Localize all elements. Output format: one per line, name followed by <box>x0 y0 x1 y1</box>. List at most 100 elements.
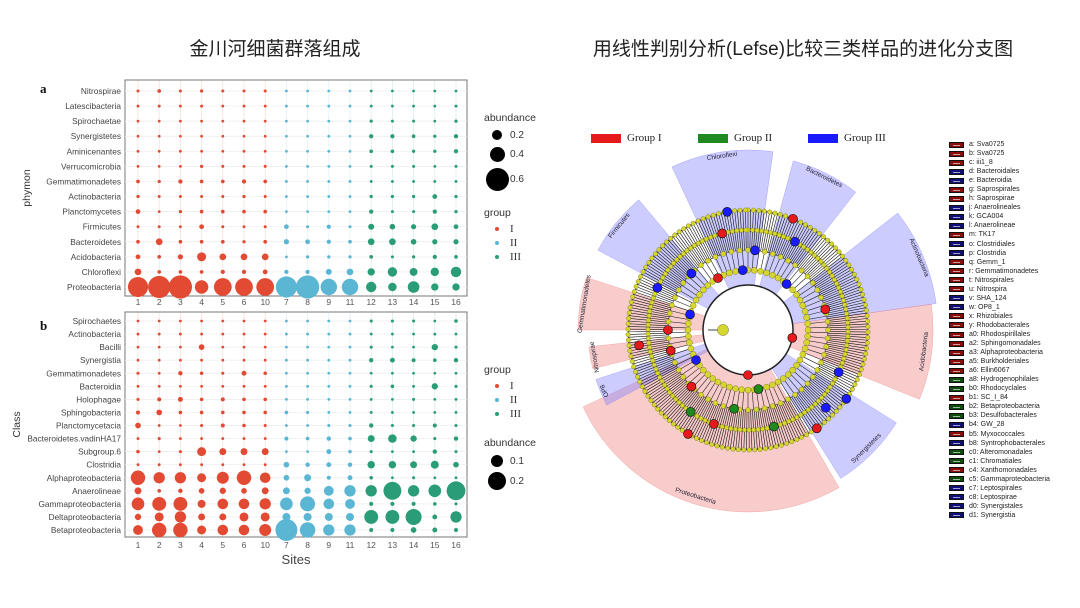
taxon-node <box>647 344 652 350</box>
legend-label: o: Clostridiales <box>969 240 1015 248</box>
bubble-Gemmatimonadetes-site-7 <box>285 371 288 375</box>
taxon-node <box>635 374 640 380</box>
right-title: 用线性判别分析(Lefse)比较三类样品的进化分支图 <box>592 39 1014 60</box>
legend-group: I <box>510 380 514 392</box>
bubble-Bacteroidetes-site-6 <box>242 240 246 244</box>
branch <box>772 256 781 276</box>
bubble-Gemmatimonadetes-site-9 <box>327 371 331 375</box>
bubble-Gammaproteobacteria-site-5 <box>217 498 229 510</box>
taxon-node <box>862 356 867 362</box>
bubble-Deltaproteobacteria-site-13 <box>385 510 400 524</box>
bubble-Gemmatimonadetes-site-14 <box>412 180 415 183</box>
branch <box>684 280 701 294</box>
legend-item: b1: SC_I_84 <box>949 393 1050 402</box>
bubble-Latescibacteria-site-8 <box>306 104 309 108</box>
bubble-Planctomycetacia-site-14 <box>412 423 416 428</box>
bubble-Holophagae-site-8 <box>306 397 309 401</box>
bubble-Spirochaetae-site-2 <box>157 119 161 123</box>
legend-item: w: OP8_1 <box>949 303 1050 312</box>
bubble-Spirochaetae-site-5 <box>221 119 225 123</box>
bubble-Chloroflexi-site-4 <box>199 270 204 274</box>
bubble-Verrucomicrobia-site-13 <box>390 164 394 168</box>
taxon-node <box>763 269 770 277</box>
branch <box>742 389 745 410</box>
bubble-Bacteroidetes.vadinHA17-site-1 <box>136 437 140 440</box>
biomarker-node <box>753 384 764 394</box>
taxon-node <box>645 335 651 341</box>
legend-label: a6: Ellin6067 <box>969 367 1010 375</box>
taxon-node <box>864 313 870 319</box>
legend-swatch <box>949 412 964 419</box>
bubble-Verrucomicrobia-site-9 <box>327 164 331 168</box>
bubble-Betaproteobacteria-site-3 <box>173 522 188 538</box>
biomarker-node <box>634 340 644 351</box>
y-tick-label: Spirochaetes <box>73 316 121 326</box>
legend-label: b1: SC_I_84 <box>969 394 1008 402</box>
branch <box>684 366 701 380</box>
bubble-Gemmatimonadetes-site-3 <box>178 371 183 376</box>
taxon-node <box>649 300 655 305</box>
y-tick-label: Anaerolineae <box>72 486 121 496</box>
legend-label: b2: Betaproteobacteria <box>969 403 1040 411</box>
bubble-Sphingobacteria-site-1 <box>136 410 140 415</box>
branch <box>678 289 697 301</box>
taxon-node <box>626 315 631 321</box>
bubble-Bacteroidia-site-8 <box>306 384 309 388</box>
taxon-node <box>842 351 848 357</box>
taxon-node <box>836 249 842 255</box>
legend-swatch <box>949 385 964 392</box>
taxon-node <box>695 218 701 224</box>
bubble-Betaproteobacteria-site-8 <box>299 522 316 538</box>
bubble-Betaproteobacteria-site-2 <box>151 522 167 538</box>
bubble-Spirochaetes-site-11 <box>348 319 352 323</box>
legend-item: c0: Alteromonadales <box>949 448 1050 457</box>
bubble-Actinobacteria-site-10 <box>263 332 267 336</box>
taxon-node <box>809 404 815 410</box>
taxon-node <box>803 314 810 321</box>
legend-item: b4: GW_28 <box>949 420 1050 429</box>
branch <box>688 276 704 291</box>
taxon-node <box>704 371 712 378</box>
legend-item: a2: Sphingomonadales <box>949 339 1050 348</box>
taxon-node <box>745 247 751 253</box>
taxon-node <box>818 294 824 301</box>
bubble-Verrucomicrobia-site-10 <box>263 164 267 168</box>
bubble-Spirochaetae-site-4 <box>200 119 204 123</box>
bubble-Acidobacteria-site-5 <box>219 253 227 261</box>
bubble-Gemmatimonadetes-site-10 <box>263 179 268 184</box>
taxon-node <box>793 362 800 369</box>
bubble-Chloroflexi-site-14 <box>409 267 418 276</box>
bubble-Latescibacteria-site-15 <box>433 104 437 108</box>
bubble-Betaproteobacteria-site-13 <box>390 528 395 532</box>
taxon-node <box>865 335 871 340</box>
bubble-Spirochaetes-site-9 <box>327 319 331 323</box>
legend-swatch <box>949 322 964 329</box>
taxon-node <box>799 434 805 440</box>
bubble-Synergistia-site-16 <box>453 357 459 363</box>
bubble-Firmicutes-site-7 <box>284 224 289 230</box>
y-tick-label: Bacteroidetes.vadinHA17 <box>27 434 121 444</box>
taxon-node <box>662 271 668 277</box>
bubble-Subgroup.6-site-8 <box>306 450 309 454</box>
bubble-Synergistetes-site-12 <box>369 134 374 139</box>
bubble-Bacilli-site-9 <box>327 345 331 349</box>
bubble-Planctomycetacia-site-12 <box>369 423 374 428</box>
taxon-node <box>681 226 687 232</box>
bubble-Bacteroidetes-site-11 <box>348 239 352 244</box>
bubble-Firmicutes-site-5 <box>221 225 225 229</box>
legend-label: d1: Synergistia <box>969 511 1016 519</box>
bubble-Anaerolineae-site-9 <box>323 485 334 496</box>
taxon-node <box>676 367 682 373</box>
legend-swatch <box>949 304 964 311</box>
bubble-Chloroflexi-site-16 <box>450 266 462 278</box>
bubble-Firmicutes-site-3 <box>179 225 182 229</box>
bubble-Gemmatimonadetes-site-14 <box>412 371 415 375</box>
bubble-Clostridia-site-4 <box>200 463 204 467</box>
taxon-node <box>805 407 811 413</box>
taxon-node <box>814 287 820 293</box>
bubble-Aminicenantes-site-13 <box>390 149 395 154</box>
taxon-node <box>627 305 633 310</box>
taxon-node <box>674 257 680 263</box>
branch <box>807 331 828 334</box>
